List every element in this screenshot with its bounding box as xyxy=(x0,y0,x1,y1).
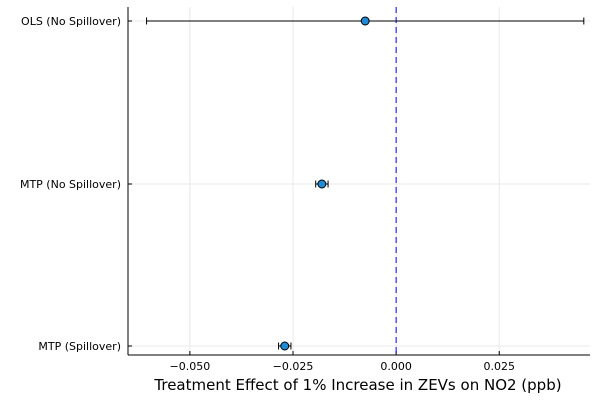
grid xyxy=(128,7,590,355)
y-tick-label: MTP (No Spillover) xyxy=(20,178,121,191)
point-estimate-marker xyxy=(280,341,290,351)
x-tick-label: −0.025 xyxy=(273,360,314,373)
x-tick-label: −0.050 xyxy=(170,360,211,373)
y-tick-label: OLS (No Spillover) xyxy=(21,15,121,28)
x-tick-label: 0.000 xyxy=(380,360,412,373)
point-estimate-marker xyxy=(360,16,370,26)
x-tick-label: 0.025 xyxy=(484,360,516,373)
y-tick-label: MTP (Spillover) xyxy=(38,340,121,353)
data-marks xyxy=(146,16,585,351)
x-axis-ticks: −0.050 −0.025 0.000 0.025 xyxy=(170,351,515,373)
point-estimate-marker xyxy=(317,179,327,189)
y-axis-ticks: OLS (No Spillover) MTP (No Spillover) MTP … xyxy=(20,15,132,353)
x-axis-title: Treatment Effect of 1% Increase in ZEVs … xyxy=(153,376,561,394)
